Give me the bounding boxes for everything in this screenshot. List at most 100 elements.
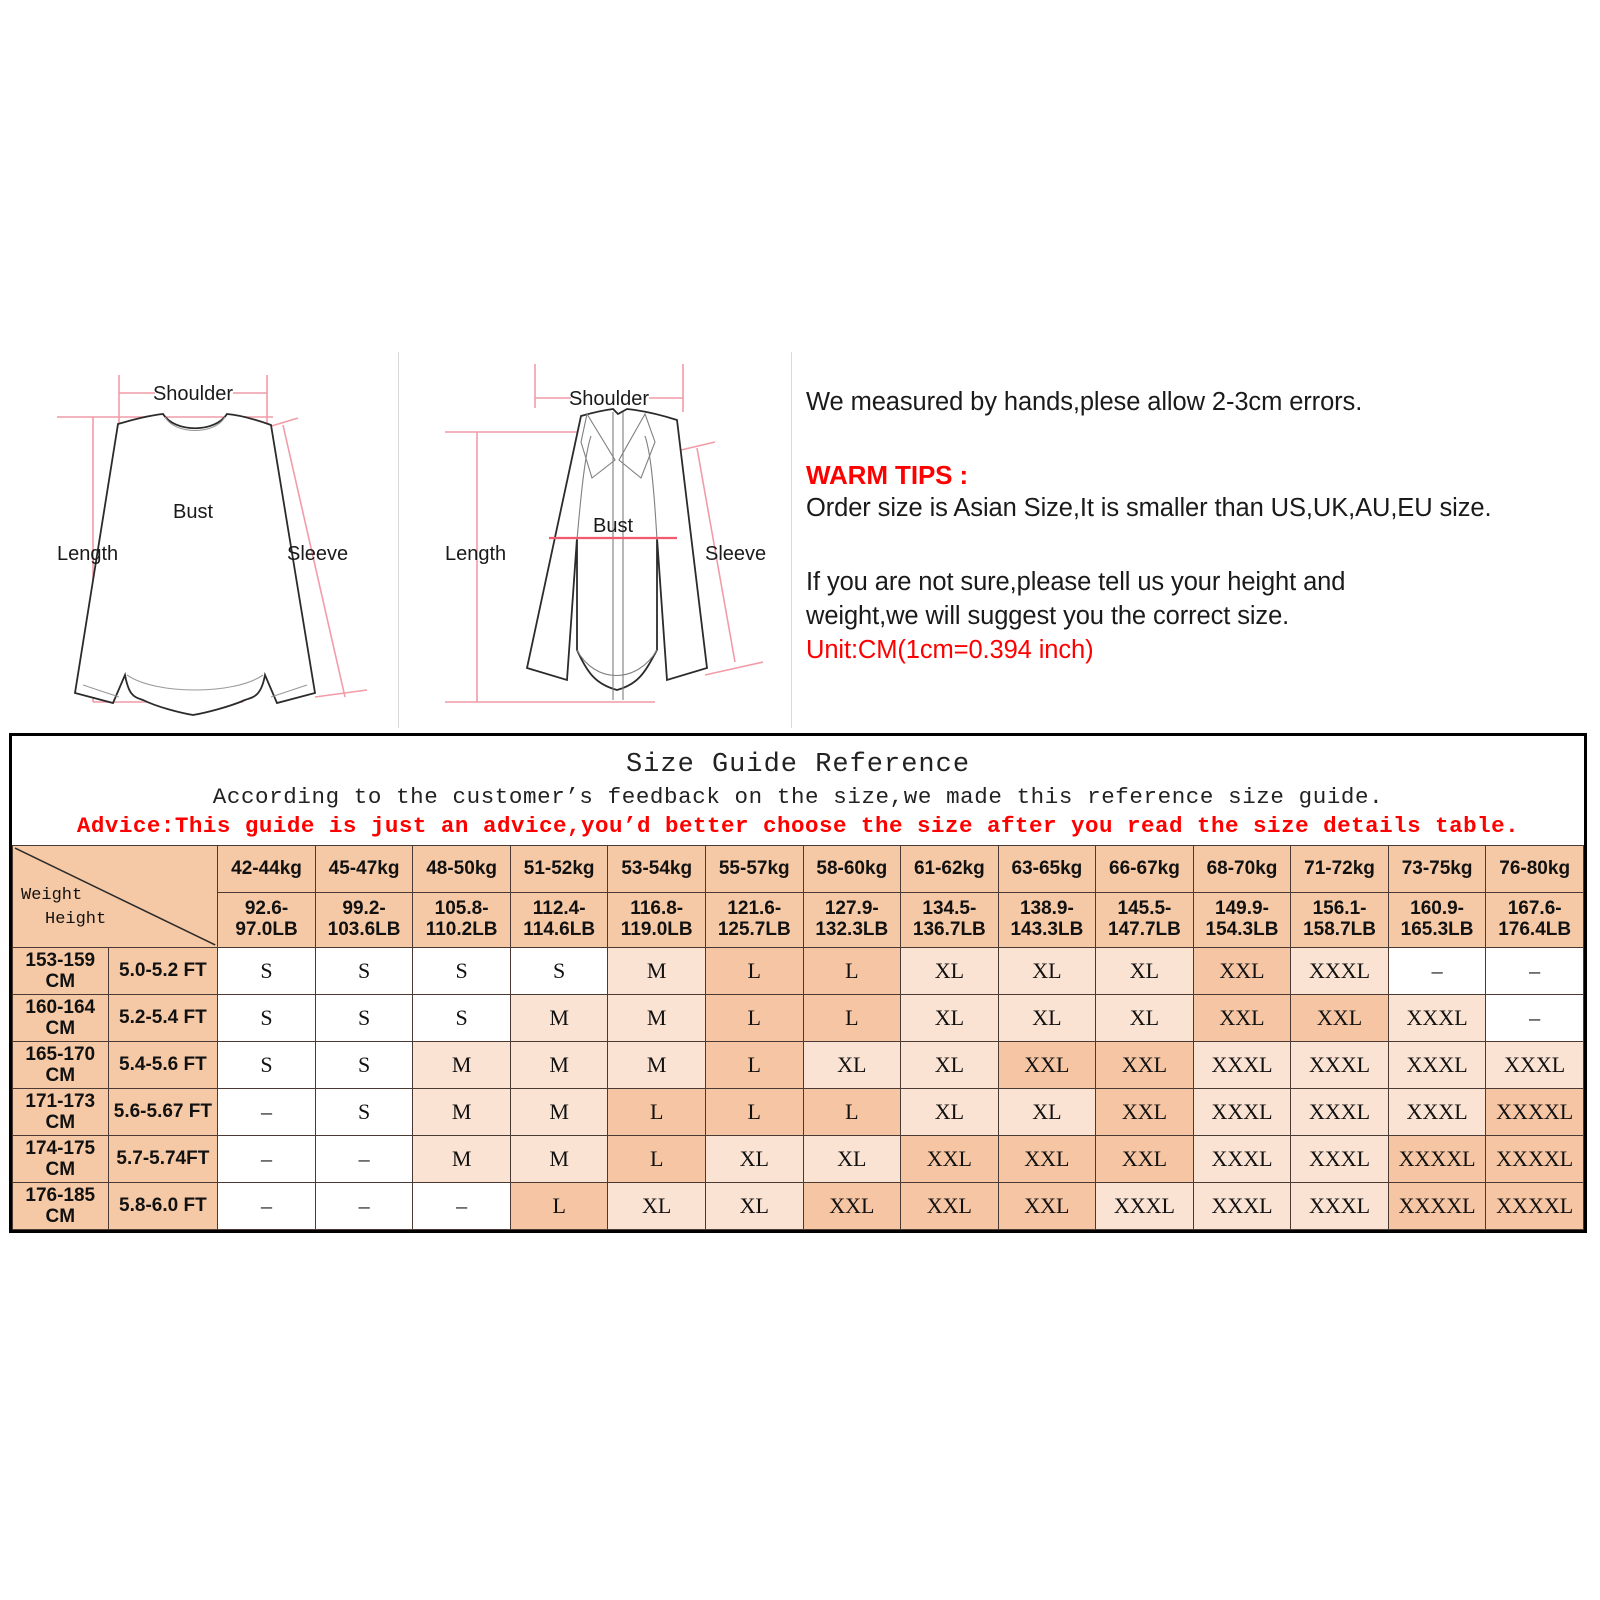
size-cell: – (1485, 994, 1584, 1042)
size-cell: – (412, 1182, 511, 1230)
row-header-height-cm: 171-173 CM (12, 1088, 109, 1136)
size-cell: XXL (1095, 1135, 1194, 1183)
size-cell: S (217, 1041, 316, 1089)
table-row: 160-164 CM 5.2-5.4 FT S S S M M L L XL XL XL XXL XXL XX… (12, 994, 1584, 1042)
size-cell: XXL (900, 1135, 999, 1183)
warm-tips-title: WARM TIPS : (806, 459, 969, 490)
size-cell: XXXL (1290, 1041, 1389, 1089)
table-header-row-kg: Weight Height 42-44kg 45-47kg 48-50kg 51… (11, 845, 1584, 948)
table-row: 165-170 CM 5.4-5.6 FT S S M M M L XL XL XXL XXL XXXL X… (12, 1041, 1584, 1089)
size-cell: M (509, 1088, 609, 1136)
tips-asian-size-line: Order size is Asian Size,It is smaller t… (806, 494, 1492, 523)
size-cell: L (802, 1088, 902, 1136)
panel-divider-right (791, 352, 792, 728)
row-header-height-cm: 160-164 CM (12, 994, 109, 1042)
size-cell: S (217, 947, 316, 995)
size-cell: L (607, 1135, 706, 1183)
row-header-height-cm: 165-170 CM (12, 1041, 109, 1089)
weight-kg-header: 48-50kg (412, 845, 511, 893)
weight-kg-header: 45-47kg (314, 845, 414, 893)
weight-kg-header: 53-54kg (607, 845, 706, 893)
shirt-shoulder-label: Shoulder (569, 388, 649, 410)
size-cell: S (314, 1041, 414, 1089)
weight-kg-header: 73-75kg (1387, 845, 1487, 893)
size-cell: XXXL (1192, 1041, 1292, 1089)
table-header-row-lb: 92.6-97.0LB 99.2-103.6LB 105.8-110.2LB 1… (13, 892, 1584, 948)
tips-spacer-2 (806, 526, 1586, 566)
size-cell: – (1485, 947, 1584, 995)
row-header-height-ft: 5.7-5.74FT (107, 1135, 219, 1183)
size-cell: XL (900, 1041, 999, 1089)
top-illustration-section: Shoulder Bust Length Sleeve (0, 0, 1600, 728)
tee-measurement-diagram: Shoulder Bust Length Sleeve (15, 345, 395, 720)
weight-lb-header: 105.8-110.2LB (412, 892, 511, 948)
weight-lb-header: 121.6-125.7LB (704, 892, 804, 948)
size-table-title: Size Guide Reference (625, 750, 971, 780)
size-guide-table-container: Size Guide Reference According to the cu… (9, 733, 1587, 1233)
size-cell: – (217, 1088, 316, 1136)
weight-lb-header: 134.5-136.7LB (900, 892, 999, 948)
weight-kg-header: 66-67kg (1095, 845, 1194, 893)
row-header-height-cm: 153-159 CM (12, 947, 109, 995)
size-cell: XXXXL (1387, 1182, 1487, 1230)
size-cell: – (217, 1135, 316, 1183)
size-cell: XL (607, 1182, 706, 1230)
size-cell: M (412, 1135, 511, 1183)
weight-kg-header: 71-72kg (1290, 845, 1389, 893)
size-cell: XXXL (1387, 1088, 1487, 1136)
size-cell: – (217, 1182, 316, 1230)
size-cell: M (509, 994, 609, 1042)
size-cell: M (607, 1041, 706, 1089)
weight-lb-header: 160.9-165.3LB (1387, 892, 1487, 948)
size-cell: XXXL (1485, 1041, 1584, 1089)
weight-lb-header: 116.8-119.0LB (607, 892, 706, 948)
size-cell: S (314, 994, 414, 1042)
size-cell: S (412, 994, 511, 1042)
size-cell: M (509, 1041, 609, 1089)
size-cell: M (412, 1088, 511, 1136)
size-cell: M (607, 994, 706, 1042)
size-cell: S (509, 947, 609, 995)
weight-kg-header: 55-57kg (704, 845, 804, 893)
size-cell: XXL (997, 1041, 1097, 1089)
shirt-bust-label: Bust (593, 515, 633, 537)
size-guide-table: Weight Height 42-44kg 45-47kg 48-50kg 51… (11, 845, 1584, 1230)
row-header-height-cm: 174-175 CM (12, 1135, 109, 1183)
weight-lb-header: 99.2-103.6LB (314, 892, 414, 948)
size-cell: XXXL (1290, 1135, 1389, 1183)
size-cell: XXL (1290, 994, 1389, 1042)
size-cell: XL (802, 1135, 902, 1183)
weight-kg-header: 63-65kg (997, 845, 1097, 893)
size-cell: XL (900, 947, 999, 995)
size-cell: XXXXL (1485, 1088, 1584, 1136)
size-cell: XXXXL (1485, 1182, 1584, 1230)
row-header-height-ft: 5.8-6.0 FT (107, 1182, 219, 1230)
table-row: 153-159 CM 5.0-5.2 FT S S S S M L L XL XL XL XXL XXXL –… (12, 947, 1584, 995)
size-cell: XXXL (1387, 994, 1487, 1042)
size-cell: XXXL (1192, 1135, 1292, 1183)
tee-shoulder-label: Shoulder (153, 383, 233, 405)
size-cell: L (704, 1088, 804, 1136)
corner-weight-label: Weight (21, 886, 83, 905)
size-cell: XXL (802, 1182, 902, 1230)
size-cell: L (509, 1182, 609, 1230)
weight-kg-header: 68-70kg (1192, 845, 1292, 893)
size-table-advice: Advice:This guide is just an advice,you’… (76, 813, 1520, 839)
table-row: 174-175 CM 5.7-5.74FT – – M M L XL XL XXL XXL XXL XXX… (12, 1135, 1584, 1183)
size-cell: XXL (997, 1182, 1097, 1230)
corner-height-label: Height (45, 910, 107, 929)
size-cell: XXL (1192, 994, 1292, 1042)
size-cell: L (704, 947, 804, 995)
size-cell: L (607, 1088, 706, 1136)
tips-spacer-1 (806, 420, 1586, 458)
size-cell: S (412, 947, 511, 995)
size-cell: M (412, 1041, 511, 1089)
size-cell: XXXL (1095, 1182, 1194, 1230)
size-cell: XL (997, 994, 1097, 1042)
table-row: 171-173 CM 5.6-5.67 FT – S M M L L L XL XL XXL XXXL XX… (12, 1088, 1584, 1136)
size-cell: XL (704, 1135, 804, 1183)
weight-lb-header: 92.6-97.0LB (217, 892, 316, 948)
size-cell: XXXL (1290, 1088, 1389, 1136)
tips-unit-line: Unit:CM(1cm=0.394 inch) (806, 636, 1094, 665)
size-cell: XXL (1095, 1041, 1194, 1089)
